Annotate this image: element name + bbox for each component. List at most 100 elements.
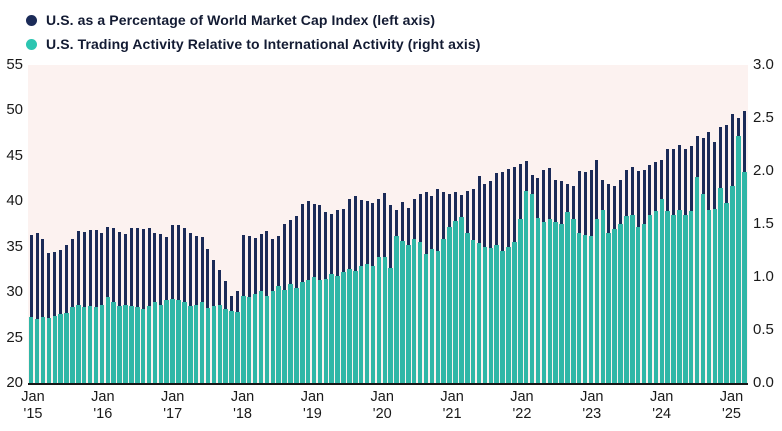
trading-activity-bar [453, 220, 458, 383]
trading-activity-bar [612, 229, 617, 383]
trading-activity-bar [606, 232, 611, 383]
right-axis-tick: 1.5 [753, 215, 774, 232]
trading-activity-bar [235, 312, 240, 383]
trading-activity-bar [264, 296, 270, 383]
left-axis-tick: 50 [6, 101, 23, 119]
trading-activity-bar [123, 304, 128, 383]
trading-activity-bar [435, 250, 441, 383]
legend-label-trading-activity: U.S. Trading Activity Relative to Intern… [46, 36, 481, 52]
x-axis-tick: Jan '20 [370, 389, 394, 422]
trading-activity-bar [111, 302, 116, 383]
trading-activity-bar [665, 211, 670, 383]
trading-activity-bar [105, 297, 111, 383]
trading-activity-bar [476, 243, 482, 383]
x-axis-tick: Jan '24 [649, 389, 674, 422]
x-axis-tick: Jan '19 [300, 389, 325, 422]
market-cap-bar [35, 233, 39, 383]
trading-activity-bar [205, 307, 211, 383]
trading-activity-bar [553, 221, 558, 383]
trading-activity-bar [276, 285, 281, 383]
trading-activity-bar [500, 250, 505, 383]
trading-activity-bar [288, 284, 293, 383]
x-axis-tick: Jan '21 [440, 389, 464, 422]
trading-activity-bar [176, 300, 181, 383]
trading-activity-bar [282, 289, 287, 383]
trading-activity-bar [565, 212, 570, 383]
trading-activity-bar [193, 304, 199, 383]
legend-item-market-cap: U.S. as a Percentage of World Market Cap… [26, 8, 481, 32]
trading-activity-bar [117, 305, 122, 383]
trading-activity-bar [653, 211, 659, 383]
trading-activity-bar [81, 306, 87, 383]
trading-activity-bar [482, 247, 488, 383]
trading-activity-bar [742, 172, 747, 383]
trading-activity-bar [358, 266, 364, 383]
trading-activity-bar [535, 217, 541, 383]
trading-activity-bar [158, 304, 164, 383]
market-cap-bar [41, 238, 45, 383]
trading-activity-bar [671, 214, 676, 383]
trading-activity-bar [494, 245, 499, 383]
trading-activity-bar [329, 273, 334, 383]
trading-activity-bar [641, 224, 647, 383]
x-axis-tick: Jan '22 [510, 389, 534, 422]
trading-activity-bar [52, 316, 58, 383]
trading-activity-bar [246, 297, 252, 383]
trading-activity-bar [135, 306, 140, 383]
trading-activity-bar [223, 308, 228, 383]
trading-activity-bar [64, 313, 69, 383]
trading-activity-bar [635, 227, 641, 383]
trading-activity-bar [294, 287, 299, 383]
trading-activity-bar [718, 188, 723, 383]
trading-activity-bar [347, 268, 352, 383]
trading-activity-bar [588, 235, 594, 383]
trading-activity-bar [447, 227, 452, 383]
trading-activity-bar [76, 304, 81, 383]
trading-activity-bar [712, 209, 718, 383]
trading-activity-bar [518, 218, 523, 383]
right-axis-tick: 3.0 [753, 56, 774, 73]
trading-activity-bar [188, 305, 193, 383]
trading-activity-bar [199, 302, 205, 383]
left-axis-tick: 25 [6, 328, 23, 346]
left-axis-tick: 35 [6, 237, 23, 255]
trading-activity-bar [694, 177, 700, 383]
x-axis-baseline [28, 383, 748, 385]
trading-activity-bar [46, 318, 52, 383]
trading-activity-bar [730, 185, 735, 383]
trading-activity-bar [736, 136, 741, 383]
x-axis-tick: Jan '18 [230, 389, 255, 422]
trading-activity-bar [594, 218, 600, 383]
trading-activity-bar [512, 242, 517, 383]
trading-activity-bar [423, 253, 429, 383]
trading-activity-bar [252, 294, 258, 383]
trading-activity-bar [129, 305, 134, 383]
trading-activity-bar [488, 248, 494, 383]
trading-activity-bar [40, 317, 46, 383]
trading-activity-bar [353, 270, 358, 383]
trading-activity-bar [323, 279, 329, 383]
trading-activity-bar [152, 302, 158, 383]
trading-activity-bar [335, 275, 340, 383]
trading-activity-bar [211, 305, 217, 383]
trading-activity-bar [146, 305, 152, 383]
trading-activity-bar [400, 241, 405, 383]
navy-dot-icon [26, 14, 37, 26]
left-axis-tick: 40 [6, 192, 23, 210]
trading-activity-bar [217, 304, 223, 383]
trading-activity-bar [388, 267, 393, 383]
legend-item-trading-activity: U.S. Trading Activity Relative to Intern… [26, 32, 481, 56]
right-axis-tick: 0.5 [753, 321, 774, 338]
trading-activity-bar [182, 302, 187, 383]
trading-activity-bar [341, 271, 346, 383]
right-axis-tick: 2.5 [753, 109, 774, 126]
market-cap-bar [141, 228, 145, 383]
market-cap-bar [129, 227, 133, 383]
market-cap-bar [29, 234, 33, 383]
trading-activity-bar [58, 314, 63, 383]
trading-activity-bar [417, 242, 423, 383]
market-cap-bar [147, 227, 151, 383]
trading-activity-bar [229, 310, 234, 383]
trading-activity-bar [376, 256, 382, 383]
